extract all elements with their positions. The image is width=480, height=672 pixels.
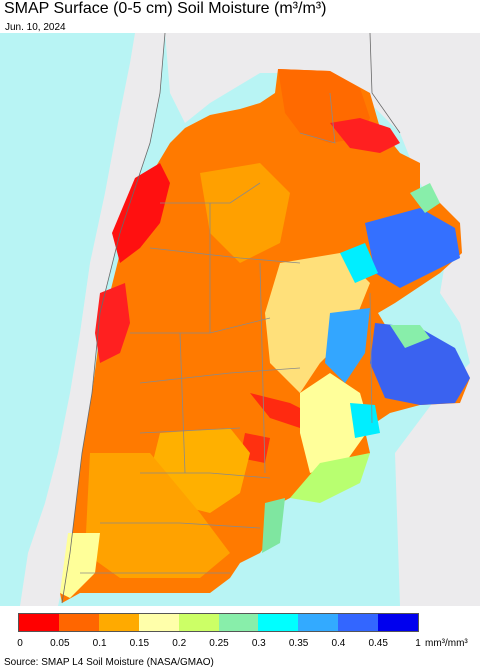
dry-patch-west (95, 283, 130, 363)
source-note: Source: SMAP L4 Soil Moisture (NASA/GMAO… (4, 657, 214, 668)
legend-tick-label: 0.45 (368, 638, 388, 649)
moist-area-andes-south (60, 533, 100, 598)
legend-tick-label: 0.2 (172, 638, 187, 649)
moist-area-coast (290, 453, 370, 503)
legend-tick-label: 1 (415, 638, 421, 649)
legend-swatch-8 (338, 614, 379, 631)
legend-tick-label: 0.1 (92, 638, 107, 649)
legend-swatch-6 (258, 614, 299, 631)
wet-area-uruguay (370, 323, 470, 405)
legend-tick-label: 0.05 (50, 638, 70, 649)
legend-tick-label: 0.4 (331, 638, 346, 649)
dry-patch-nw (112, 163, 170, 263)
legend-swatch-2 (98, 614, 139, 631)
legend-swatch-3 (138, 614, 179, 631)
soil-moisture-map (0, 33, 480, 606)
moist-area-patagonia-coast (262, 498, 285, 553)
legend-swatch-7 (298, 614, 339, 631)
land-outside-chile (0, 33, 165, 606)
province-borders (80, 92, 373, 574)
legend-swatch-9 (378, 614, 419, 631)
dry-patch-paraguay (330, 118, 400, 153)
moderate-band-south (85, 453, 230, 578)
wet-area-mesopotamia (365, 208, 460, 288)
map-title: SMAP Surface (0-5 cm) Soil Moisture (m³/… (4, 0, 327, 17)
legend-tick-label: 0 (17, 638, 23, 649)
legend-swatch-5 (218, 614, 259, 631)
moist-area-buenos-aires (300, 373, 370, 473)
wet-area-misiones (410, 183, 440, 213)
legend-swatch-4 (178, 614, 219, 631)
color-legend (18, 613, 419, 632)
land-outside-north (165, 33, 480, 606)
wet-area-delta (350, 403, 380, 438)
legend-unit: mm³/mm³ (425, 638, 468, 649)
legend-swatch-0 (19, 614, 59, 631)
legend-tick-label: 0.35 (288, 638, 309, 649)
wet-area-entre-rios (325, 308, 370, 383)
legend-tick-label: 0.25 (209, 638, 229, 649)
moderate-band-north (200, 163, 290, 263)
map-date: Jun. 10, 2024 (5, 22, 66, 33)
country-borders (61, 33, 401, 604)
legend-tick-label: 0.15 (129, 638, 150, 649)
moist-area-litoral (265, 253, 370, 393)
legend-tick-label: 0.3 (251, 638, 266, 649)
wet-area-uruguay-north (390, 325, 430, 348)
wet-area-corrientes (340, 243, 378, 283)
legend-swatch-1 (58, 614, 99, 631)
